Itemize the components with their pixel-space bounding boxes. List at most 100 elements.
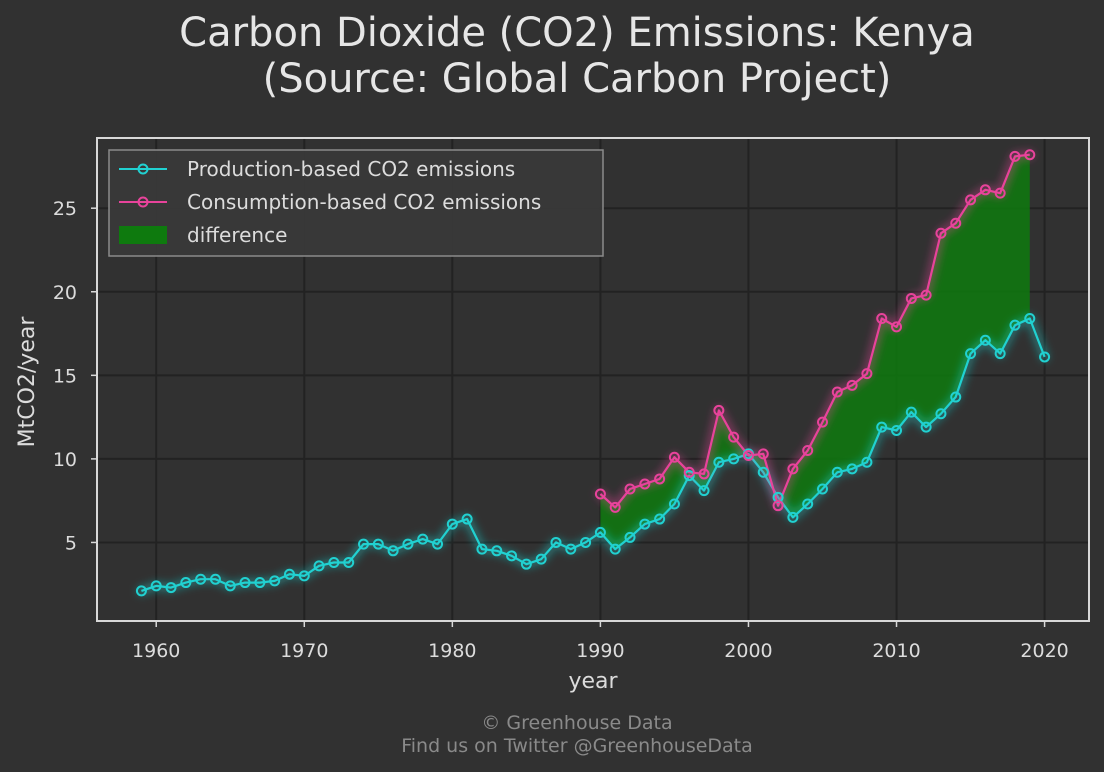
x-tick-label: 1980: [428, 640, 476, 662]
consumption-point: [594, 488, 606, 500]
production-point: [328, 557, 340, 569]
x-tick-label: 2010: [872, 640, 920, 662]
legend: Production-based CO2 emissions Consumpti…: [108, 149, 604, 257]
consumption-point: [861, 368, 873, 380]
production-point: [535, 553, 547, 565]
production-point: [520, 558, 532, 570]
production-point: [491, 545, 503, 557]
production-point: [594, 526, 606, 538]
consumption-point: [742, 450, 754, 462]
production-point: [506, 550, 518, 562]
consumption-point: [891, 321, 903, 333]
production-point: [269, 575, 281, 587]
y-tick-label: 15: [53, 365, 77, 387]
production-point: [831, 466, 843, 478]
consumption-point: [639, 478, 651, 490]
production-point: [905, 406, 917, 418]
production-point: [180, 577, 192, 589]
production-point: [994, 348, 1006, 360]
production-point: [476, 543, 488, 555]
y-tick-label: 20: [53, 282, 77, 304]
footer-twitter: Find us on Twitter @GreenhouseData: [401, 735, 753, 757]
x-tick-label: 2000: [724, 640, 772, 662]
y-tick-label: 25: [53, 198, 77, 220]
production-point: [1024, 312, 1036, 324]
consumption-point: [816, 416, 828, 428]
production-point: [846, 463, 858, 475]
consumption-point: [654, 473, 666, 485]
production-point: [565, 543, 577, 555]
production-line: [141, 317, 1046, 592]
x-tick-label: 1960: [132, 640, 180, 662]
production-point: [609, 543, 621, 555]
production-point: [787, 511, 799, 523]
production-point: [891, 424, 903, 436]
plot-frame: [96, 137, 1090, 622]
consumption-point: [757, 448, 769, 460]
series-points: [135, 149, 1051, 597]
consumption-point: [994, 187, 1006, 199]
consumption-point: [698, 468, 710, 480]
production-point: [432, 538, 444, 550]
production-point: [698, 485, 710, 497]
production-point: [224, 580, 236, 592]
production-point: [979, 334, 991, 346]
legend-production-label: Production-based CO2 emissions: [187, 157, 515, 181]
y-tick-label: 10: [53, 449, 77, 471]
consumption-point: [876, 312, 888, 324]
production-point: [935, 408, 947, 420]
production-point: [283, 568, 295, 580]
production-point: [446, 518, 458, 530]
production-point: [150, 580, 162, 592]
y-axis-label: MtCO2/year: [15, 316, 40, 448]
production-point: [1009, 319, 1021, 331]
production-point: [239, 577, 251, 589]
consumption-point: [831, 386, 843, 398]
chart-title-line-2: (Source: Global Carbon Project): [263, 56, 892, 102]
consumption-point: [713, 404, 725, 416]
production-point: [950, 391, 962, 403]
legend-production-marker: [137, 163, 149, 175]
production-point: [358, 538, 370, 550]
production-point: [802, 498, 814, 510]
consumption-point: [1024, 149, 1036, 161]
legend-consumption-label: Consumption-based CO2 emissions: [187, 190, 541, 214]
consumption-point: [609, 501, 621, 513]
consumption-point: [624, 483, 636, 495]
production-point: [965, 348, 977, 360]
consumption-point: [668, 451, 680, 463]
consumption-point: [920, 289, 932, 301]
consumption-point: [787, 463, 799, 475]
consumption-point: [950, 217, 962, 229]
consumption-point: [1009, 150, 1021, 162]
production-point: [209, 573, 221, 585]
production-point: [639, 518, 651, 530]
production-point: [195, 573, 207, 585]
x-axis-ticks: 1960 1970 1980 1990 2000 2010 2020: [132, 621, 1069, 662]
production-point: [298, 570, 310, 582]
consumption-point: [802, 445, 814, 457]
legend-difference-swatch: [119, 226, 167, 244]
consumption-point: [905, 292, 917, 304]
production-point: [668, 498, 680, 510]
production-point: [135, 585, 147, 597]
production-point: [920, 421, 932, 433]
legend-box: [108, 149, 604, 257]
production-point: [254, 577, 266, 589]
production-point: [402, 538, 414, 550]
x-axis-label: year: [568, 669, 618, 694]
y-axis-ticks: 5 10 15 20 25: [53, 198, 97, 554]
production-point: [624, 531, 636, 543]
production-point: [417, 533, 429, 545]
production-point: [816, 483, 828, 495]
consumption-point: [772, 500, 784, 512]
production-point: [713, 456, 725, 468]
consumption-point: [683, 466, 695, 478]
production-point: [372, 538, 384, 550]
production-point: [387, 545, 399, 557]
production-point: [580, 536, 592, 548]
footer-copyright: © Greenhouse Data: [481, 712, 672, 734]
consumption-point: [979, 184, 991, 196]
production-point: [654, 513, 666, 525]
